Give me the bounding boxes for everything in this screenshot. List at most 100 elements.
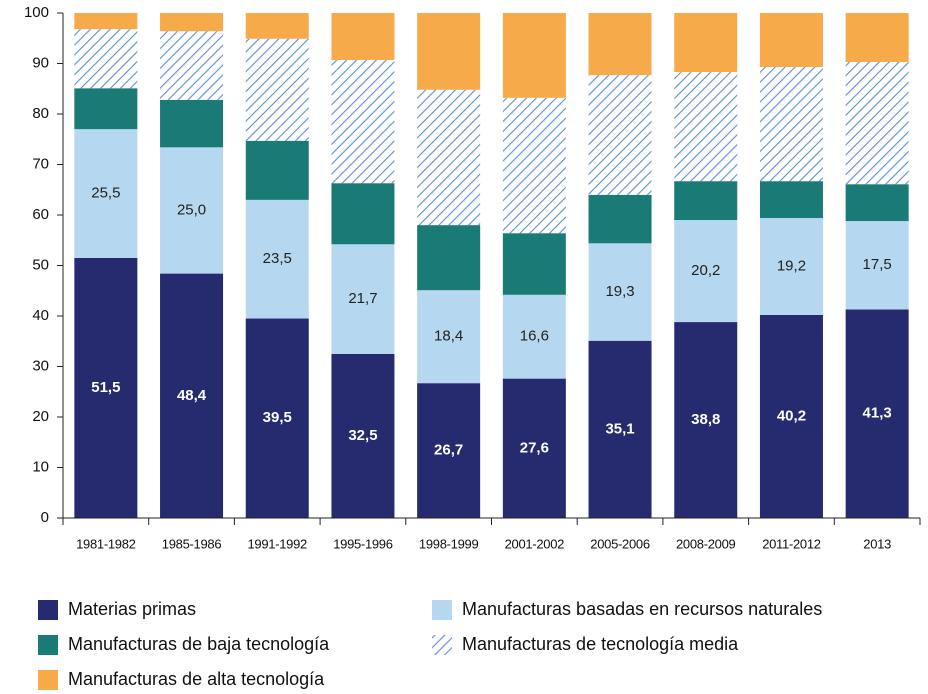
- bar-segment: [502, 294, 566, 379]
- y-tick-label: 100: [24, 4, 49, 21]
- bar-segment: [759, 181, 823, 219]
- bar-segment: [502, 97, 566, 234]
- bar-segment: [74, 88, 138, 130]
- bar-segment: [674, 181, 738, 221]
- value-label: 40,2: [777, 407, 806, 424]
- bar-segment: [845, 61, 909, 185]
- bar-segment: [160, 147, 224, 274]
- x-tick-label: 2005-2006: [590, 536, 650, 551]
- value-label: 25,0: [177, 201, 206, 218]
- bar-segment: [845, 221, 909, 310]
- legend-label: Manufacturas de baja tecnología: [68, 634, 330, 654]
- legend-label: Manufacturas de alta tecnología: [68, 669, 325, 689]
- bar-segment: [588, 75, 652, 195]
- bar-segment: [588, 340, 652, 518]
- value-label: 27,6: [520, 439, 549, 456]
- x-tick-label: 1995-1996: [333, 536, 393, 551]
- bar-segment: [674, 322, 738, 518]
- x-tick-label: 1985-1986: [162, 536, 222, 551]
- y-tick-label: 70: [32, 155, 49, 172]
- bar-segment: [331, 353, 395, 518]
- value-label: 26,7: [434, 442, 463, 459]
- bar-segment: [759, 13, 823, 68]
- y-tick-label: 60: [32, 206, 49, 223]
- bar-segment: [417, 225, 481, 291]
- value-label: 16,6: [520, 328, 549, 345]
- y-tick-label: 90: [32, 54, 49, 71]
- legend-label: Materias primas: [68, 599, 196, 619]
- bar-segment: [502, 378, 566, 518]
- bar-segment: [417, 383, 481, 518]
- value-label: 41,3: [863, 405, 892, 422]
- bar-segment: [160, 273, 224, 518]
- bar-segment: [759, 218, 823, 315]
- y-tick-label: 40: [32, 307, 49, 324]
- x-tick-label: 1981-1982: [76, 536, 136, 551]
- bar-segment: [759, 314, 823, 518]
- bar-segment: [245, 199, 309, 319]
- bar-segment: [674, 13, 738, 73]
- value-label: 20,2: [691, 262, 720, 279]
- x-tick-label: 1998-1999: [419, 536, 479, 551]
- bar-segment: [245, 38, 309, 141]
- x-tick-label: 2001-2002: [505, 536, 565, 551]
- bar-segment: [74, 129, 138, 258]
- legend-swatch: [432, 635, 452, 655]
- x-tick-label: 2011-2012: [762, 536, 821, 551]
- bar-segment: [331, 183, 395, 245]
- bar-segment: [331, 59, 395, 184]
- bar-segment: [74, 29, 138, 89]
- y-tick-label: 50: [32, 256, 49, 273]
- legend-swatch: [38, 670, 58, 690]
- legend-label: Manufacturas de tecnología media: [462, 634, 739, 654]
- bar-segment: [160, 99, 224, 148]
- y-tick-label: 30: [32, 357, 49, 374]
- bar-segment: [674, 220, 738, 323]
- y-tick-label: 20: [32, 408, 49, 425]
- bar-segment: [674, 72, 738, 182]
- legend-swatch: [38, 635, 58, 655]
- x-tick-label: 1991-1992: [248, 536, 308, 551]
- value-label: 51,5: [91, 379, 120, 396]
- y-tick-label: 80: [32, 105, 49, 122]
- value-label: 21,7: [348, 290, 377, 307]
- bar-segment: [160, 13, 224, 32]
- legend-swatch: [432, 600, 452, 620]
- bar-segment: [502, 13, 566, 98]
- bar-segment: [502, 233, 566, 295]
- value-label: 38,8: [691, 411, 720, 428]
- x-tick-label: 2008-2009: [676, 536, 736, 551]
- y-tick-label: 0: [41, 509, 49, 526]
- bar-segment: [245, 13, 309, 39]
- legend-swatch: [38, 600, 58, 620]
- bar-segment: [845, 13, 909, 62]
- legend-label: Manufacturas basadas en recursos natural…: [462, 599, 822, 619]
- bar-segment: [417, 13, 481, 90]
- value-label: 19,3: [605, 283, 634, 300]
- bar-segment: [245, 140, 309, 200]
- bar-segment: [588, 13, 652, 76]
- bar-segment: [331, 244, 395, 354]
- bar-segment: [331, 13, 395, 60]
- y-tick-label: 10: [32, 458, 49, 475]
- bar-segment: [588, 243, 652, 341]
- bar-segment: [74, 13, 138, 30]
- bar-segment: [245, 318, 309, 518]
- value-label: 39,5: [263, 409, 292, 426]
- bar-segment: [74, 257, 138, 518]
- bar-segment: [759, 67, 823, 182]
- value-label: 17,5: [863, 256, 892, 273]
- bar-segment: [417, 89, 481, 226]
- x-tick-label: 2013: [863, 536, 891, 551]
- bar-segment: [588, 194, 652, 244]
- value-label: 35,1: [605, 420, 634, 437]
- bar-segment: [845, 184, 909, 222]
- value-label: 23,5: [263, 250, 292, 267]
- bar-segment: [845, 309, 909, 518]
- bar-segment: [417, 290, 481, 384]
- value-label: 18,4: [434, 328, 463, 345]
- bar-segment: [160, 31, 224, 100]
- value-label: 32,5: [348, 427, 377, 444]
- value-label: 48,4: [177, 387, 207, 404]
